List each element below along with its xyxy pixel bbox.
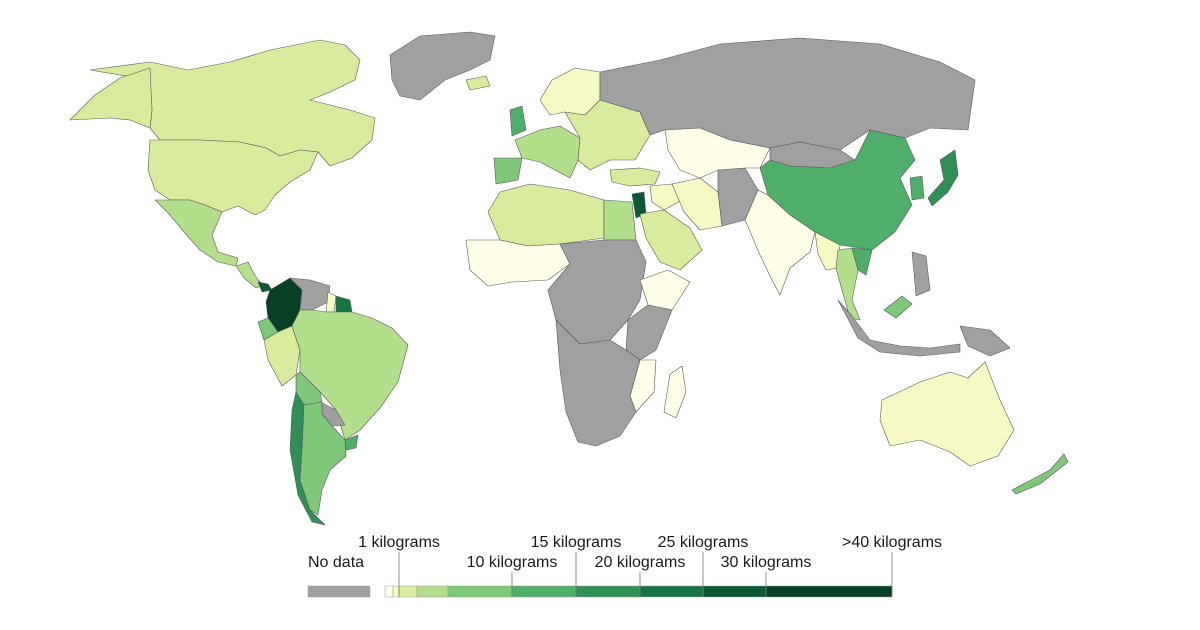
region-new-zealand[interactable] (1011, 453, 1069, 495)
region-malaysia[interactable] (883, 295, 913, 319)
legend-no-data-swatch (307, 585, 371, 598)
region-southern-africa[interactable] (555, 319, 641, 447)
legend-no-data-label: No data (308, 554, 364, 571)
legend-tick-label-2: 15 kilograms (531, 534, 622, 551)
region-venezuela[interactable] (289, 277, 331, 311)
region-guyana[interactable] (325, 291, 337, 313)
legend-bin-5 (511, 585, 577, 598)
legend-tick-label-1: 10 kilograms (467, 554, 558, 571)
region-iberia[interactable] (493, 157, 523, 185)
region-iceland[interactable] (465, 75, 491, 91)
region-egypt[interactable] (603, 199, 637, 241)
region-india[interactable] (744, 189, 816, 296)
region-korea[interactable] (909, 175, 925, 201)
region-australia[interactable] (879, 361, 1015, 467)
legend-bin-8 (702, 585, 767, 598)
legend-bin-0 (384, 585, 394, 598)
region-myanmar[interactable] (814, 231, 841, 271)
region-vietnam[interactable] (851, 247, 873, 276)
region-mexico[interactable] (154, 199, 239, 267)
region-central-asia[interactable] (664, 127, 771, 179)
legend-color-bins (384, 585, 893, 598)
region-russia[interactable] (599, 37, 976, 151)
legend-bin-2 (398, 585, 418, 598)
region-middle-east[interactable] (649, 183, 683, 211)
legend-tick-label-6: >40 kilograms (842, 534, 942, 551)
region-east-africa[interactable] (625, 304, 673, 361)
region-ethiopia[interactable] (639, 269, 691, 311)
region-uruguay[interactable] (344, 434, 359, 451)
legend-bin-1 (392, 585, 400, 598)
region-indonesia[interactable] (837, 299, 961, 357)
legend-tick-label-5: 30 kilograms (721, 554, 812, 571)
legend-bin-3 (416, 585, 449, 598)
legend-bin-9 (765, 585, 893, 598)
region-alaska[interactable] (69, 67, 153, 129)
region-eastern-europe[interactable] (564, 99, 651, 171)
region-north-africa-west[interactable] (487, 183, 605, 247)
legend-tick-label-4: 25 kilograms (658, 534, 749, 551)
region-philippines[interactable] (911, 251, 931, 297)
region-central-africa[interactable] (547, 239, 647, 345)
region-turkey[interactable] (609, 167, 661, 187)
legend-ticks: 1 kilograms 10 kilograms 15 kilograms 20 ki… (358, 534, 942, 597)
region-uk[interactable] (509, 105, 527, 137)
legend-tick-label-3: 20 kilograms (595, 554, 686, 571)
region-papua-new-guinea[interactable] (959, 325, 1011, 357)
legend-bin-6 (575, 585, 641, 598)
region-madagascar[interactable] (663, 365, 687, 419)
region-suriname[interactable] (335, 295, 353, 313)
region-peru[interactable] (263, 325, 301, 387)
region-western-europe[interactable] (514, 125, 581, 179)
legend-bin-7 (639, 585, 704, 598)
legend-tick-label-0: 1 kilograms (358, 534, 440, 551)
region-argentina[interactable] (299, 401, 347, 516)
countries-layer (69, 31, 1069, 526)
region-japan[interactable] (927, 149, 959, 207)
region-scandinavia[interactable] (539, 67, 601, 116)
region-greenland[interactable] (389, 31, 496, 101)
region-sahel-west[interactable] (465, 239, 571, 287)
legend-bin-4 (447, 585, 513, 598)
map-legend: No data 1 kilograms 10 kilograms 15 kilogr… (307, 534, 942, 598)
region-arabia[interactable] (639, 209, 703, 271)
